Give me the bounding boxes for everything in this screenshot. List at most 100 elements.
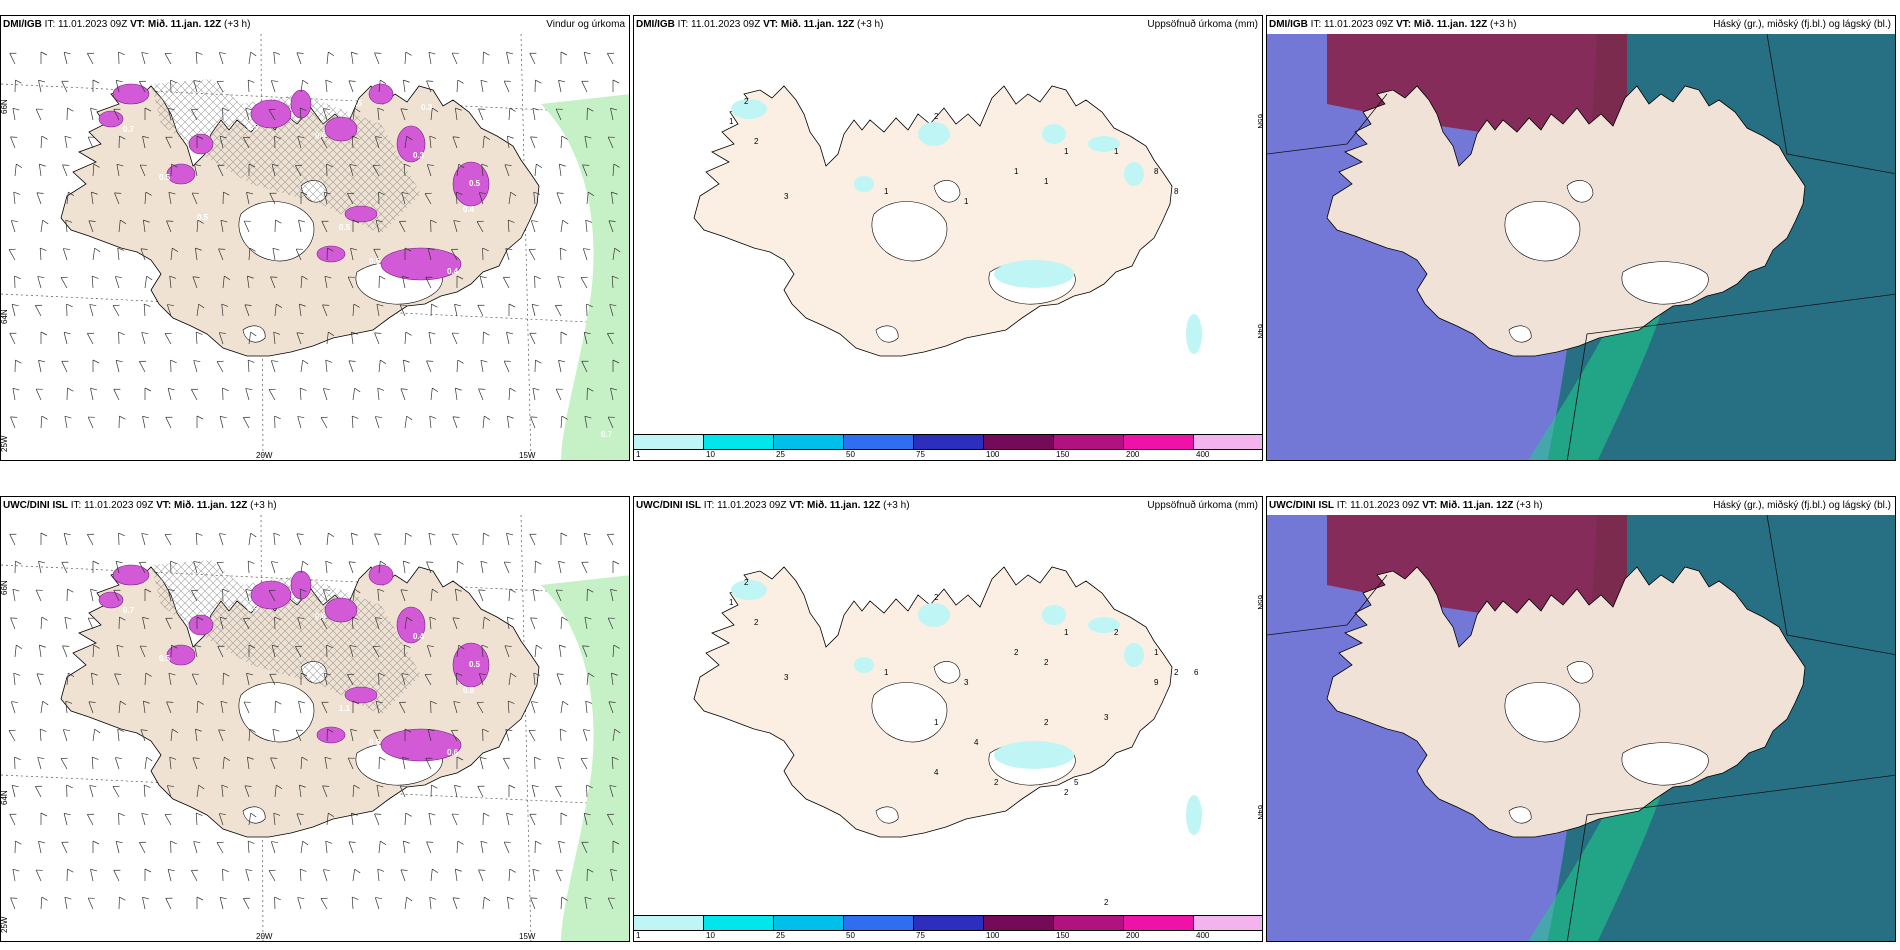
wind-barb-staff xyxy=(296,533,302,546)
wind-barb-flag xyxy=(146,756,153,762)
wind-barb-flag xyxy=(139,360,147,362)
wind-barb-flag xyxy=(378,672,385,677)
wind-barb-flag xyxy=(35,304,43,306)
wind-barb-staff xyxy=(555,786,562,798)
wind-barb xyxy=(118,896,126,910)
wind-barb-flag xyxy=(117,247,125,251)
precip-area xyxy=(541,575,629,941)
wind-barb-flag xyxy=(480,840,488,844)
wind-barb-flag xyxy=(483,51,490,56)
wind-barb xyxy=(399,220,407,233)
wind-barb-flag xyxy=(246,191,254,195)
wind-barb-staff xyxy=(90,589,94,602)
wind-barb-flag xyxy=(142,135,150,139)
wind-barb xyxy=(586,868,594,882)
wind-barb-flag xyxy=(556,108,563,110)
wind-barb-flag xyxy=(477,304,485,306)
wind-barb xyxy=(374,136,382,149)
wind-barb-flag xyxy=(614,728,621,734)
wind-barb xyxy=(63,332,71,345)
wind-barb-flag xyxy=(269,192,277,194)
wind-barb xyxy=(270,561,278,574)
wind-barb xyxy=(451,248,459,261)
wind-barb-flag xyxy=(243,136,251,138)
wind-barb-staff xyxy=(14,645,17,658)
wind-barb-flag xyxy=(533,191,541,195)
wind-barb-flag xyxy=(609,785,617,788)
precip-value-label: 3 xyxy=(964,678,969,687)
wind-barb-flag xyxy=(428,51,436,55)
wind-barb-flag xyxy=(323,869,330,871)
wind-barb-staff xyxy=(40,220,44,233)
wind-barb xyxy=(326,532,335,546)
wind-barb xyxy=(607,617,615,630)
precip-value-label: 9 xyxy=(1154,678,1159,687)
wind-barb-flag xyxy=(10,897,18,899)
wind-barb-flag xyxy=(532,387,540,391)
wind-barb-flag xyxy=(88,617,95,619)
axis-label: 66N xyxy=(1,99,9,114)
wind-barb-flag xyxy=(351,331,358,335)
wind-barb xyxy=(191,108,199,121)
colorbar-tick: 25 xyxy=(776,931,785,940)
wind-barb xyxy=(167,108,175,121)
precip-value-label: 1 xyxy=(1044,177,1049,186)
wind-barb-flag xyxy=(581,561,589,563)
wind-barb-staff xyxy=(40,416,43,429)
wind-barb-staff xyxy=(64,136,68,149)
wind-barb-staff xyxy=(247,360,250,373)
wind-barb-staff xyxy=(453,220,458,233)
wind-barb xyxy=(607,416,615,429)
wind-barb-flag xyxy=(374,52,382,54)
wind-barb xyxy=(558,163,566,177)
wind-barb-flag xyxy=(406,896,413,902)
wind-barb-flag xyxy=(426,561,434,563)
wind-barb xyxy=(325,560,333,574)
wind-barb xyxy=(222,868,229,882)
wind-barb-flag xyxy=(458,163,465,169)
wind-barb xyxy=(144,275,153,289)
colorbar-swatch xyxy=(914,915,984,931)
wind-barb-flag xyxy=(60,276,68,278)
wind-barb-staff xyxy=(269,193,276,205)
wind-barb-flag xyxy=(67,588,74,593)
wind-barb-staff xyxy=(219,136,224,149)
wind-barb-flag xyxy=(452,52,459,54)
precip-value-label: 0.5 xyxy=(197,213,209,222)
wind-barb xyxy=(273,331,281,345)
wind-barb-staff xyxy=(504,164,510,177)
wind-barb xyxy=(139,561,147,574)
wind-barb-staff xyxy=(456,360,459,373)
wind-barb xyxy=(378,79,387,93)
precip-value-label: 0.4 xyxy=(413,632,425,641)
wind-barb xyxy=(144,868,152,881)
wind-barb-staff xyxy=(348,360,354,373)
wind-barb-staff xyxy=(196,785,200,798)
wind-barb-staff xyxy=(453,701,458,714)
wind-barb-staff xyxy=(404,52,407,65)
wind-barb-staff xyxy=(559,248,562,261)
wind-barb-staff xyxy=(300,276,303,289)
wind-barb-flag xyxy=(220,136,227,139)
wind-barb-staff xyxy=(114,673,120,686)
wind-barb-staff xyxy=(322,869,328,882)
wind-barb-flag xyxy=(36,388,43,390)
wind-barb xyxy=(503,276,511,289)
wind-barb-flag xyxy=(584,52,591,55)
wind-barb-flag xyxy=(556,589,563,591)
wind-barb xyxy=(581,561,589,574)
wind-barb xyxy=(533,672,541,686)
wind-barb-staff xyxy=(479,757,484,770)
wind-barb-staff xyxy=(112,305,120,317)
wind-barb-flag xyxy=(12,868,20,872)
panel-title: Vindur og úrkoma xyxy=(546,19,625,30)
wind-barb-flag xyxy=(531,220,538,222)
wind-barb-flag xyxy=(272,645,279,648)
wind-barb xyxy=(322,869,330,882)
wind-barb-staff xyxy=(170,248,173,261)
wind-barb-flag xyxy=(582,645,590,647)
wind-barb xyxy=(35,304,43,317)
wind-barb xyxy=(164,533,172,546)
wind-barb xyxy=(88,701,96,714)
wind-barb-flag xyxy=(250,51,257,57)
